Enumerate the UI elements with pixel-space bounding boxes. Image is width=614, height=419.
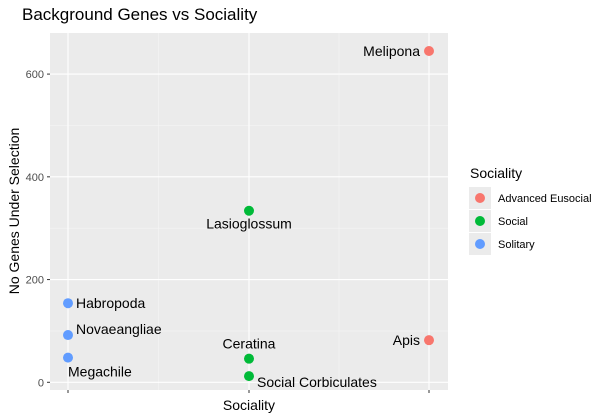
y-axis-title: No Genes Under Selection <box>6 128 22 295</box>
point-label-ceratina: Ceratina <box>223 336 276 352</box>
legend-label-advanced-eusocial: Advanced Eusocial <box>498 193 592 205</box>
legend-label-social: Social <box>498 216 528 228</box>
legend-key-advanced-eusocial <box>475 193 485 203</box>
y-tick-label: 200 <box>26 275 44 287</box>
point-label-lasioglossum: Lasioglossum <box>206 216 292 232</box>
point-ceratina <box>244 353 254 364</box>
legend-title: Sociality <box>470 165 522 181</box>
y-tick-label: 0 <box>38 377 44 389</box>
legend-label-solitary: Solitary <box>498 239 535 251</box>
point-social-corbiculates <box>244 371 254 382</box>
point-labels: Melipona Apis Lasioglossum Ceratina Social C… <box>68 43 420 390</box>
point-label-megachile: Megachile <box>68 364 132 380</box>
y-tick-label: 600 <box>26 69 44 81</box>
y-tick-label: 400 <box>26 172 44 184</box>
point-habropoda <box>63 298 73 309</box>
data-points <box>63 45 434 382</box>
point-label-social-corbiculates: Social Corbiculates <box>257 374 377 390</box>
point-melipona <box>424 45 434 56</box>
point-label-melipona: Melipona <box>363 43 420 59</box>
point-lasioglossum <box>244 205 254 216</box>
y-axis-ticks: 0 200 400 600 <box>26 69 430 393</box>
chart-title: Background Genes vs Sociality <box>22 5 258 24</box>
point-label-novaeangliae: Novaeangliae <box>76 321 162 337</box>
legend-key-solitary <box>475 239 485 249</box>
point-megachile <box>63 352 73 363</box>
legend-key-social <box>475 216 485 226</box>
point-label-habropoda: Habropoda <box>76 295 145 311</box>
point-novaeangliae <box>63 330 73 341</box>
point-label-apis: Apis <box>393 332 420 348</box>
point-apis <box>424 335 434 346</box>
x-axis-title: Sociality <box>223 397 275 413</box>
legend: Sociality Advanced Eusocial Social Solitar… <box>469 165 592 255</box>
